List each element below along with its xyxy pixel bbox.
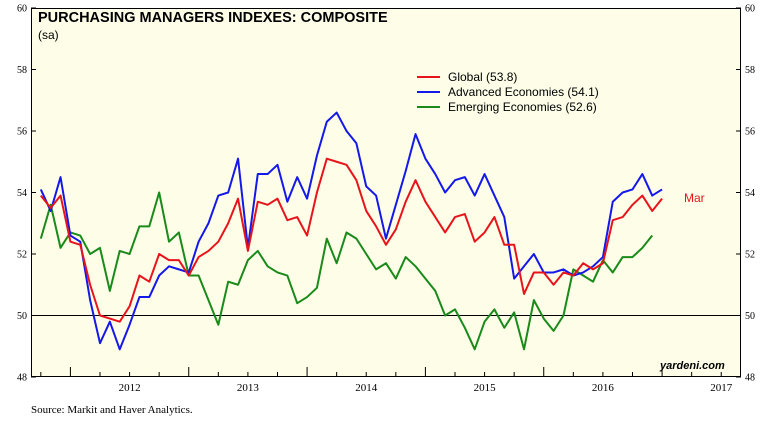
y-tick-label-left: 50 [17, 311, 27, 322]
x-year-label: 2014 [355, 382, 378, 394]
legend-label-emerging: Emerging Economies (52.6) [448, 100, 597, 114]
watermark: yardeni.com [660, 360, 725, 372]
y-tick-label-right: 52 [745, 250, 755, 261]
end-label-mar: Mar [684, 191, 705, 205]
y-tick-label-left: 58 [17, 65, 27, 76]
series-line-advanced [39, 111, 663, 351]
series-line-emerging [39, 191, 653, 351]
chart-title: PURCHASING MANAGERS INDEXES: COMPOSITE [38, 10, 388, 26]
y-tick-label-left: 48 [17, 373, 27, 384]
x-year-label: 2015 [474, 382, 497, 394]
x-year-label: 2017 [710, 382, 733, 394]
y-tick-label-right: 54 [745, 188, 755, 199]
y-tick-label-left: 54 [17, 188, 27, 199]
x-year-label: 2013 [237, 382, 260, 394]
y-tick-label-left: 60 [17, 4, 27, 15]
series-line-global [40, 157, 663, 323]
x-year-label: 2012 [119, 382, 141, 394]
y-tick-label-right: 50 [745, 311, 755, 322]
chart-subtitle: (sa) [38, 28, 59, 42]
y-tick-label-right: 60 [745, 4, 755, 15]
y-tick-label-right: 58 [745, 65, 755, 76]
x-year-label: 2016 [592, 382, 615, 394]
source-note: Source: Markit and Haver Analytics. [31, 404, 193, 416]
legend-label-advanced: Advanced Economies (54.1) [448, 85, 599, 99]
y-tick-label-left: 52 [17, 250, 27, 261]
y-tick-label-right: 56 [745, 127, 755, 138]
legend-label-global: Global (53.8) [448, 70, 517, 84]
legend: Global (53.8) Advanced Economies (54.1) … [417, 70, 599, 114]
y-tick-label-left: 56 [17, 127, 27, 138]
y-tick-label-right: 48 [745, 373, 755, 384]
